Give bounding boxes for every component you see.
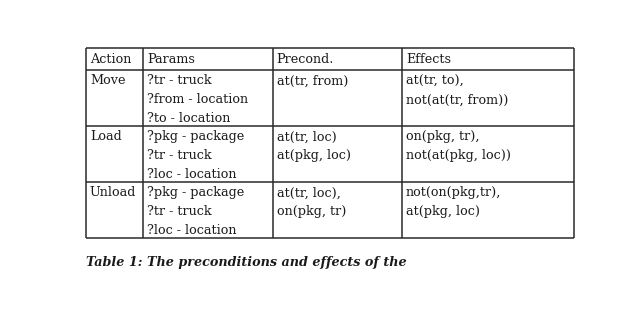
Text: Params: Params — [147, 53, 195, 66]
Text: ?pkg - package
?tr - truck
?loc - location: ?pkg - package ?tr - truck ?loc - locati… — [147, 130, 244, 181]
Text: Move: Move — [90, 74, 125, 87]
Text: Load: Load — [90, 130, 122, 144]
Text: on(pkg, tr),
not(at(pkg, loc)): on(pkg, tr), not(at(pkg, loc)) — [406, 130, 511, 162]
Text: Action: Action — [90, 53, 131, 66]
Text: not(on(pkg,tr),
at(pkg, loc): not(on(pkg,tr), at(pkg, loc) — [406, 186, 501, 218]
Text: at(tr, from): at(tr, from) — [276, 74, 348, 87]
Text: at(tr, loc),
on(pkg, tr): at(tr, loc), on(pkg, tr) — [276, 186, 346, 218]
Text: at(tr, to),
not(at(tr, from)): at(tr, to), not(at(tr, from)) — [406, 74, 508, 106]
Text: at(tr, loc)
at(pkg, loc): at(tr, loc) at(pkg, loc) — [276, 130, 351, 162]
Text: ?tr - truck
?from - location
?to - location: ?tr - truck ?from - location ?to - locat… — [147, 74, 248, 125]
Text: Table 1: The preconditions and effects of the: Table 1: The preconditions and effects o… — [86, 256, 406, 269]
Text: Effects: Effects — [406, 53, 451, 66]
Text: Unload: Unload — [90, 186, 136, 199]
Text: Precond.: Precond. — [276, 53, 334, 66]
Text: ?pkg - package
?tr - truck
?loc - location: ?pkg - package ?tr - truck ?loc - locati… — [147, 186, 244, 237]
